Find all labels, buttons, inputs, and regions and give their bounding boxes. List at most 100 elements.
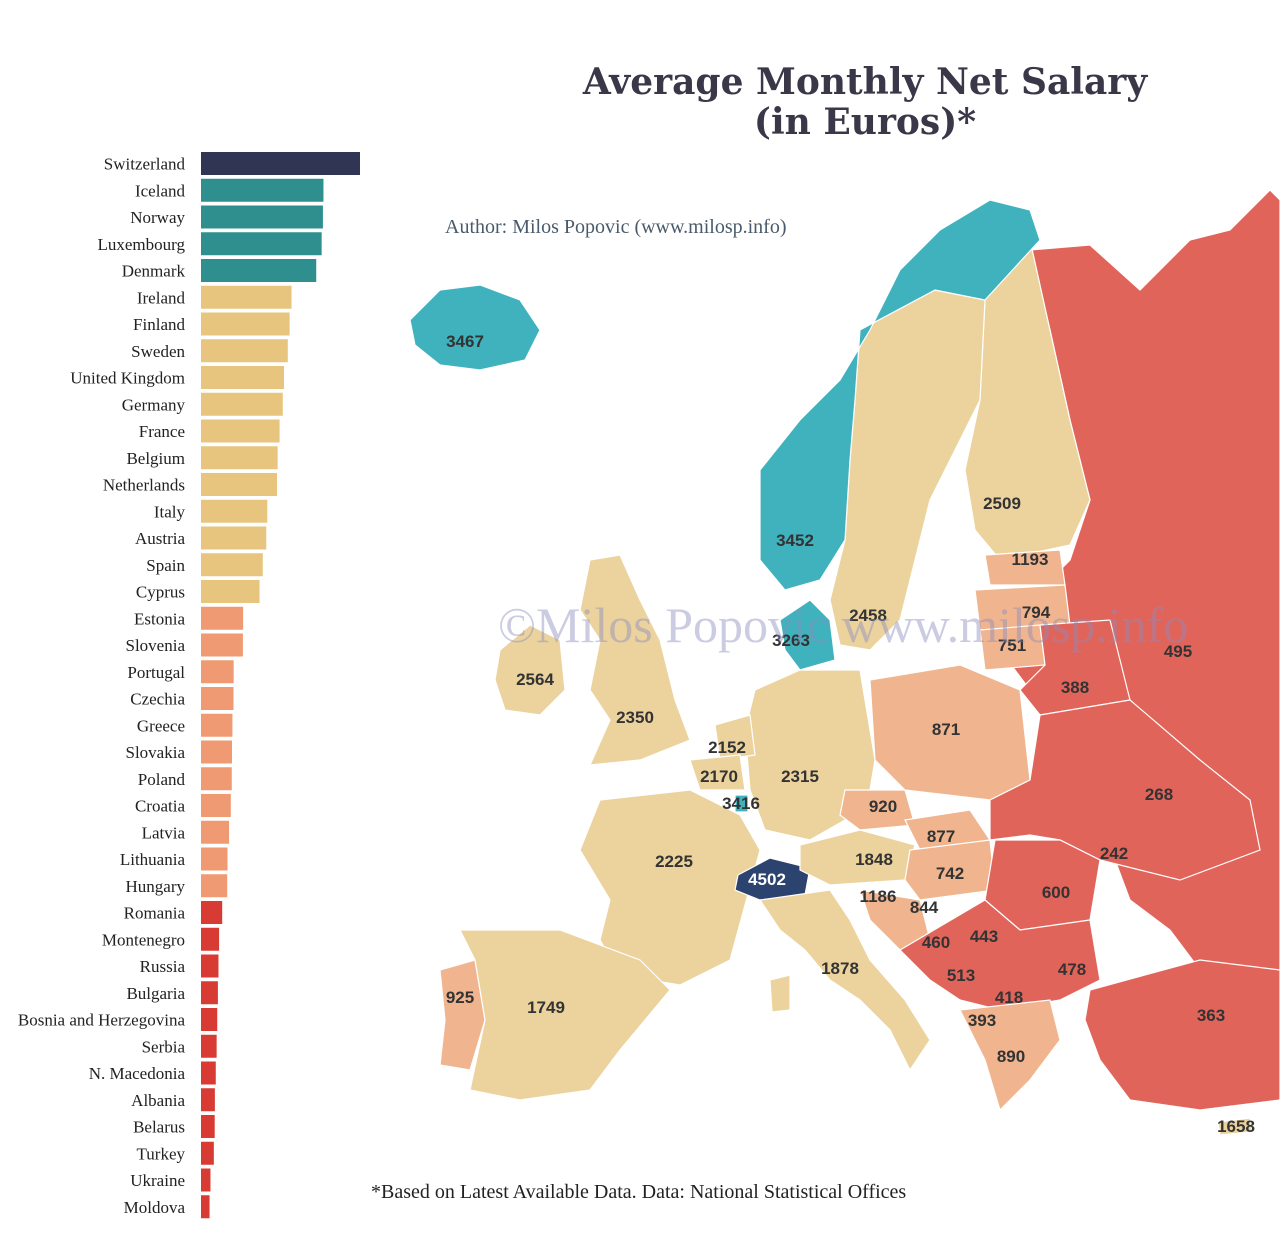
bar-label-united-kingdom: United Kingdom	[70, 369, 185, 388]
map-value-turkey: 363	[1197, 1006, 1225, 1025]
map-hungary	[904, 839, 996, 901]
map-value-cyprus: 1658	[1217, 1117, 1255, 1136]
bar-label-croatia: Croatia	[135, 797, 185, 816]
map-germany	[744, 669, 876, 841]
bar-label-slovakia: Slovakia	[126, 743, 186, 762]
map-value-bulgaria: 478	[1058, 960, 1086, 979]
bar-denmark	[201, 259, 317, 282]
map-value-albania: 393	[968, 1011, 996, 1030]
map-value-moldova: 242	[1100, 844, 1128, 863]
map-value-poland: 871	[932, 720, 960, 739]
bar-label-slovenia: Slovenia	[126, 636, 186, 655]
bar-cyprus	[201, 580, 260, 603]
map-value-denmark: 3263	[772, 631, 810, 650]
bar-label-iceland: Iceland	[135, 181, 186, 200]
map-value-estonia: 1193	[1012, 550, 1049, 569]
map-uk	[579, 554, 691, 766]
bar-label-romania: Romania	[124, 904, 186, 923]
map-value-ukraine: 268	[1145, 785, 1173, 804]
map-value-switzerland: 4502	[748, 870, 786, 889]
map-value-slovenia: 1186	[860, 887, 897, 906]
bar-label-ukraine: Ukraine	[130, 1171, 185, 1190]
bar-label-luxembourg: Luxembourg	[97, 235, 185, 254]
map-ukraine	[989, 699, 1261, 881]
map-greece	[959, 999, 1061, 1112]
map-ireland	[494, 624, 566, 716]
watermark: ©Milos Popovic www.milosp.info	[498, 597, 1189, 653]
map-value-belarus: 388	[1061, 678, 1089, 697]
map-netherlands	[714, 714, 756, 761]
bar-romania	[201, 901, 223, 924]
bar-label-austria: Austria	[135, 529, 186, 548]
bar-label-montenegro: Montenegro	[102, 930, 185, 949]
map-value-hungary: 742	[936, 864, 964, 883]
bar-label-serbia: Serbia	[142, 1037, 186, 1056]
bar-ireland	[201, 285, 292, 309]
bar-montenegro	[201, 927, 220, 951]
map-value-netherlands: 2152	[708, 738, 746, 757]
bar-slovenia	[201, 633, 243, 657]
salary-bar-chart: Switzerland Iceland Norway Luxembourg Denmar…	[18, 152, 360, 1219]
map-value-sweden: 2458	[849, 606, 887, 625]
map-iceland	[409, 284, 541, 371]
map-value-montenegro: 513	[947, 966, 975, 985]
bar-norway	[201, 205, 323, 229]
bar-label-cyprus: Cyprus	[136, 583, 185, 602]
map-value-russia: 495	[1164, 642, 1192, 661]
map-belgium	[689, 754, 746, 791]
bar-austria	[201, 526, 267, 550]
author-credit: Author: Milos Popovic (www.milosp.info)	[445, 216, 787, 238]
bar-label-switzerland: Switzerland	[104, 155, 186, 174]
bar-finland	[201, 312, 290, 336]
bar-belarus	[201, 1115, 215, 1138]
bar-label-sweden: Sweden	[131, 342, 185, 361]
bar-iceland	[201, 178, 324, 202]
title-line-1: Average Monthly Net Salary	[582, 61, 1148, 103]
map-value-portugal: 925	[446, 988, 474, 1007]
map-value-latvia: 794	[1022, 603, 1051, 622]
map-spain	[459, 929, 671, 1101]
bar-label-czechia: Czechia	[130, 690, 185, 709]
bar-label-turkey: Turkey	[137, 1144, 186, 1163]
map-turkey	[1084, 959, 1280, 1111]
map-value-greece: 890	[997, 1047, 1025, 1066]
map-value-romania: 600	[1042, 883, 1070, 902]
bar-label-norway: Norway	[130, 208, 185, 227]
bar-hungary	[201, 874, 228, 898]
bar-lithuania	[201, 847, 228, 871]
map-value-lithuania: 751	[998, 636, 1026, 655]
bar-label-greece: Greece	[137, 716, 185, 735]
bar-label-hungary: Hungary	[126, 877, 186, 896]
map-value-czechia: 920	[869, 797, 897, 816]
bar-label-albania: Albania	[131, 1091, 185, 1110]
chart-title: Average Monthly Net Salary (in Euros)*	[545, 62, 1185, 142]
bar-label-spain: Spain	[146, 556, 185, 575]
map-value-france: 2225	[655, 852, 693, 871]
bar-label-n-macedonia: N. Macedonia	[89, 1064, 186, 1083]
map-value-ireland: 2564	[516, 670, 554, 689]
bar-luxembourg	[201, 232, 322, 256]
bar-label-belgium: Belgium	[126, 449, 185, 468]
bar-italy	[201, 499, 268, 523]
bar-greece	[201, 713, 233, 737]
map-value-united-kingdom: 2350	[616, 708, 654, 727]
map-czechia	[839, 789, 916, 831]
bar-slovakia	[201, 740, 232, 764]
bar-label-belarus: Belarus	[133, 1118, 185, 1137]
footnote: *Based on Latest Available Data. Data: N…	[371, 1181, 907, 1203]
map-value-bosnia-and-herzegovina: 460	[922, 933, 950, 952]
map-luxembourg	[734, 794, 749, 813]
map-sardinia	[769, 974, 791, 1013]
bar-label-italy: Italy	[154, 502, 186, 521]
map-value-luxembourg: 3416	[722, 794, 760, 813]
map-value-slovakia: 877	[927, 827, 955, 846]
bar-label-lithuania: Lithuania	[120, 850, 186, 869]
bar-ukraine	[201, 1168, 211, 1192]
map-italy	[758, 889, 931, 1072]
bar-latvia	[201, 820, 230, 844]
bar-france	[201, 419, 280, 443]
bar-albania	[201, 1088, 215, 1112]
bar-croatia	[201, 794, 231, 817]
map-cyprus	[1217, 1117, 1253, 1136]
bar-netherlands	[201, 473, 278, 496]
